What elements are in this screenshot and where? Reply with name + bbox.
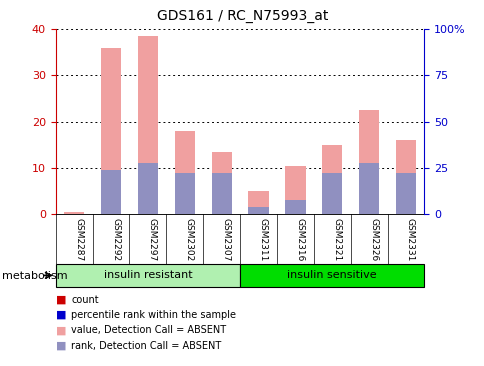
- Bar: [101, 170, 121, 214]
- Text: GSM2311: GSM2311: [258, 218, 267, 261]
- Text: GSM2316: GSM2316: [295, 218, 304, 261]
- Text: count: count: [71, 295, 99, 305]
- Bar: [358, 110, 378, 214]
- Bar: [137, 163, 158, 214]
- Text: GSM2321: GSM2321: [332, 218, 341, 261]
- Bar: [321, 172, 342, 214]
- Bar: [56, 264, 240, 287]
- Text: ■: ■: [56, 325, 66, 335]
- Text: GSM2297: GSM2297: [148, 218, 157, 261]
- Bar: [321, 145, 342, 214]
- Bar: [395, 172, 415, 214]
- Text: GSM2302: GSM2302: [184, 218, 194, 261]
- Text: GDS161 / RC_N75993_at: GDS161 / RC_N75993_at: [156, 9, 328, 23]
- Text: GSM2326: GSM2326: [368, 218, 378, 261]
- Text: GSM2307: GSM2307: [221, 218, 230, 261]
- Bar: [240, 264, 424, 287]
- Bar: [285, 165, 305, 214]
- Bar: [248, 191, 268, 214]
- Text: metabolism: metabolism: [2, 270, 68, 281]
- Text: GSM2292: GSM2292: [111, 218, 120, 261]
- Bar: [64, 212, 84, 214]
- Text: insulin resistant: insulin resistant: [104, 270, 192, 280]
- Bar: [174, 131, 195, 214]
- Text: insulin sensitive: insulin sensitive: [287, 270, 376, 280]
- Text: ■: ■: [56, 341, 66, 351]
- Bar: [211, 172, 231, 214]
- Text: percentile rank within the sample: percentile rank within the sample: [71, 310, 236, 320]
- Bar: [395, 140, 415, 214]
- Text: rank, Detection Call = ABSENT: rank, Detection Call = ABSENT: [71, 341, 221, 351]
- Text: GSM2287: GSM2287: [74, 218, 83, 261]
- Text: ■: ■: [56, 295, 66, 305]
- Bar: [211, 152, 231, 214]
- Bar: [248, 207, 268, 214]
- Bar: [174, 172, 195, 214]
- Bar: [358, 163, 378, 214]
- Text: ■: ■: [56, 310, 66, 320]
- Text: value, Detection Call = ABSENT: value, Detection Call = ABSENT: [71, 325, 226, 335]
- Bar: [137, 36, 158, 214]
- Bar: [101, 48, 121, 214]
- Text: GSM2331: GSM2331: [405, 218, 414, 261]
- Bar: [285, 200, 305, 214]
